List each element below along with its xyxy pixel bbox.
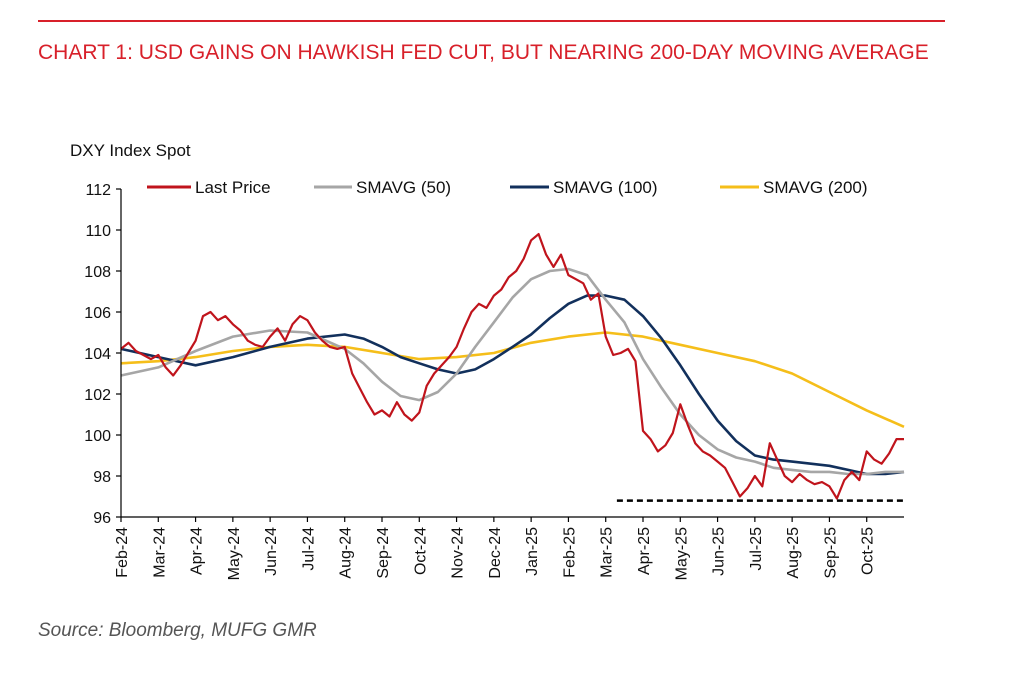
x-tick-label: Jul-24 [300,527,317,571]
plot-area [120,233,905,502]
x-tick-label: Mar-25 [599,527,616,578]
y-tick-label: 110 [85,223,111,240]
legend: Last Price SMAVG (50) SMAVG (100) SMAVG (20… [147,178,868,197]
y-tick-label: 102 [84,387,111,404]
y-tick-label: 96 [93,510,111,527]
x-tick-label: Feb-24 [114,527,131,578]
x-tick-label: Oct-25 [860,527,877,575]
top-rule [38,20,945,22]
legend-label-smavg-100: SMAVG (100) [553,178,658,197]
x-tick-label: Apr-24 [189,527,206,575]
y-tick-label: 100 [84,428,111,445]
y-tick-label: 108 [84,264,111,281]
x-tick-label: Jul-25 [748,527,765,571]
series-line-smavg-100 [120,294,905,476]
x-tick-label: Sep-25 [822,527,839,579]
chart-title: CHART 1: USD GAINS ON HAWKISH FED CUT, B… [38,41,929,64]
x-tick-label: May-25 [673,527,690,580]
x-tick-label: Aug-24 [338,527,355,579]
x-tick-label: Oct-24 [412,527,429,575]
x-tick-label: Apr-25 [636,527,653,575]
x-tick-label: Jun-24 [263,527,280,576]
series-line-last-price [120,233,904,500]
legend-label-smavg-200: SMAVG (200) [763,178,868,197]
x-tick-label: Sep-24 [375,527,392,579]
y-tick-label: 112 [85,182,111,199]
y-tick-label: 104 [84,346,111,363]
x-tick-label: Jan-25 [524,527,541,576]
x-tick-label: Mar-24 [151,527,168,578]
x-tick-label: May-24 [226,527,243,580]
y-tick-label: 106 [84,305,111,322]
x-tick-label: Aug-25 [785,527,802,579]
x-tick-label: Feb-25 [561,527,578,578]
source-note: Source: Bloomberg, MUFG GMR [38,620,317,641]
x-tick-label: Jun-25 [711,527,728,576]
legend-label-last-price: Last Price [195,178,271,197]
axes: 96 98 100 102 104 106 108 110 112 Feb-24 Mar-24 Apr… [84,182,904,580]
y-tick-label: 98 [93,469,111,486]
y-axis-title: DXY Index Spot [70,141,191,160]
legend-label-smavg-50: SMAVG (50) [356,178,451,197]
x-tick-label: Dec-24 [487,527,504,579]
x-tick-label: Nov-24 [450,527,467,579]
